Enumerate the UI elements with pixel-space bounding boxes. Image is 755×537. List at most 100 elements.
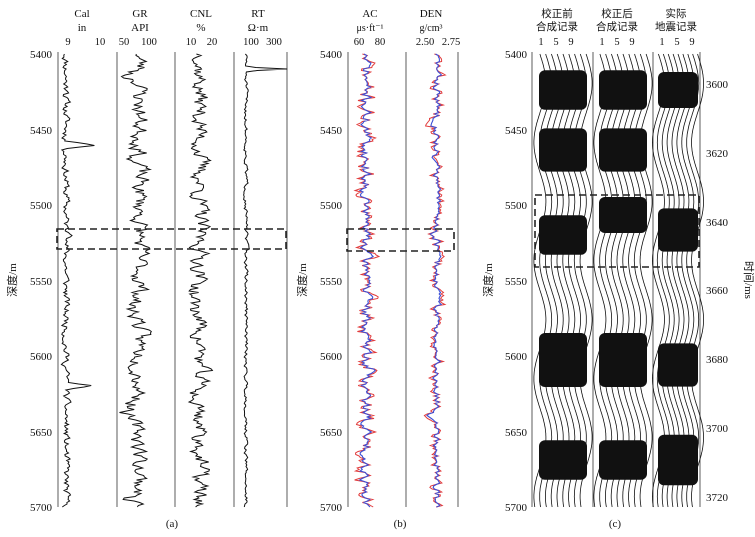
depth-tick-a-2: 5500 <box>30 200 53 212</box>
track-cal-scale-min: 9 <box>65 37 70 48</box>
track-den-name: DEN <box>420 8 443 20</box>
panel-a: 5400 5450 5500 5550 5600 5650 5700 深度/m … <box>5 8 288 530</box>
seismic-trace <box>661 53 675 508</box>
track-cal-name: Cal <box>74 8 89 20</box>
track-c1-scale-0: 1 <box>538 37 543 48</box>
seismic-trace <box>691 53 705 508</box>
track-cal-scale-max: 10 <box>95 37 106 48</box>
seismic-trace <box>539 53 553 508</box>
depth-tick-a-0: 5400 <box>30 49 53 61</box>
seismic-lobe-fill <box>658 343 698 387</box>
depth-tick-c-4: 5600 <box>505 351 528 363</box>
track-ac-name: AC <box>362 8 377 20</box>
depth-tick-c-3: 5550 <box>505 276 528 288</box>
depth-tick-a-5: 5650 <box>30 427 53 439</box>
track-c2-line1: 校正后 <box>601 7 633 20</box>
track-c2-line2: 合成记录 <box>596 20 638 33</box>
seismic-trace <box>686 53 700 508</box>
den-blue-curve <box>426 53 443 508</box>
track-c1-scale-1: 5 <box>553 37 558 48</box>
depth-tick-c-1: 5450 <box>505 125 528 137</box>
track-cal-unit: in <box>78 22 87 34</box>
track-cnl-unit: % <box>196 22 205 34</box>
rt-curve <box>243 53 288 508</box>
seismic-lobe-fill <box>539 70 587 110</box>
track-c2-scale-1: 5 <box>614 37 619 48</box>
track-den-unit: g/cm³ <box>420 23 443 34</box>
seismic-lobe-fill <box>539 128 587 172</box>
depth-axis-label-b: 深度/m <box>295 263 309 297</box>
depth-tick-b-2: 5500 <box>320 200 343 212</box>
track-gr-scale-min: 50 <box>119 37 130 48</box>
track-den-scale-max: 2.75 <box>442 37 460 48</box>
track-cnl-scale-max: 20 <box>207 37 218 48</box>
seismic-trace <box>593 53 607 508</box>
seismic-trace <box>533 53 547 508</box>
depth-axis-label-a: 深度/m <box>5 263 19 297</box>
track-cnl-scale-min: 10 <box>186 37 197 48</box>
seismic-lobe-fill <box>599 197 647 233</box>
panel-b: 5400 5450 5500 5550 5600 5650 5700 深度/m … <box>295 8 460 530</box>
panel-label-b: (b) <box>394 518 407 530</box>
seismic-trace <box>676 53 690 508</box>
track-c1-line1: 校正前 <box>541 7 573 20</box>
depth-tick-c-5: 5650 <box>505 427 528 439</box>
gr-curve <box>119 53 152 508</box>
track-ac-unit: μs·ft⁻¹ <box>357 23 384 34</box>
wiggle-group-c3 <box>651 53 705 508</box>
wiggle-group-c2 <box>593 53 653 508</box>
seismic-lobe-fill <box>599 70 647 110</box>
track-rt-scale-max: 300 <box>266 37 282 48</box>
time-tick-5: 3700 <box>706 423 729 435</box>
track-rt-unit: Ω·m <box>248 22 269 34</box>
track-c1-scale-2: 9 <box>568 37 573 48</box>
seismic-lobe-fill <box>539 215 587 255</box>
track-rt-name: RT <box>251 8 265 20</box>
time-tick-0: 3600 <box>706 79 729 91</box>
seismic-trace <box>681 53 695 508</box>
seismic-lobe-fill <box>658 208 698 252</box>
time-tick-6: 3720 <box>706 492 729 504</box>
depth-tick-c-6: 5700 <box>505 502 528 514</box>
track-ac-scale-max: 80 <box>375 37 386 48</box>
den-red-curve <box>423 53 447 508</box>
track-c2-scale-0: 1 <box>599 37 604 48</box>
track-c3-scale-0: 1 <box>659 37 664 48</box>
depth-tick-b-0: 5400 <box>320 49 343 61</box>
track-cnl-name: CNL <box>190 8 212 20</box>
ac-blue-curve <box>358 53 377 508</box>
seismic-lobe-fill <box>599 440 647 480</box>
depth-tick-b-6: 5700 <box>320 502 343 514</box>
seismic-trace <box>651 53 665 508</box>
highlight-box-a <box>56 228 287 250</box>
track-den-scale-min: 2.50 <box>416 37 434 48</box>
seismic-trace <box>671 53 685 508</box>
depth-tick-a-4: 5600 <box>30 351 53 363</box>
depth-tick-b-3: 5550 <box>320 276 343 288</box>
depth-tick-a-1: 5450 <box>30 125 53 137</box>
highlight-box-b <box>346 228 455 252</box>
cal-curve <box>60 53 95 508</box>
seismic-lobe-fill <box>599 128 647 172</box>
track-rt-scale-min: 100 <box>243 37 259 48</box>
track-c1-line2: 合成记录 <box>536 20 578 33</box>
track-c3-line2: 地震记录 <box>655 20 697 33</box>
track-c2-scale-2: 9 <box>629 37 634 48</box>
time-tick-1: 3620 <box>706 148 729 160</box>
track-c3-scale-2: 9 <box>689 37 694 48</box>
seismic-lobe-fill <box>658 434 698 486</box>
track-ac-scale-min: 60 <box>354 37 365 48</box>
depth-tick-b-5: 5650 <box>320 427 343 439</box>
time-tick-2: 3640 <box>706 217 729 229</box>
depth-tick-c-0: 5400 <box>505 49 528 61</box>
panel-c: 5400 5450 5500 5550 5600 5650 5700 深度/m … <box>481 7 755 530</box>
depth-tick-a-3: 5550 <box>30 276 53 288</box>
depth-tick-b-4: 5600 <box>320 351 343 363</box>
time-axis-label: 时间/ms <box>742 261 755 299</box>
depth-tick-a-6: 5700 <box>30 502 53 514</box>
highlight-box-c <box>534 194 700 268</box>
track-gr-name: GR <box>132 8 148 20</box>
cnl-curve <box>187 53 214 508</box>
time-tick-3: 3660 <box>706 285 729 297</box>
seismic-lobe-fill <box>658 72 698 108</box>
